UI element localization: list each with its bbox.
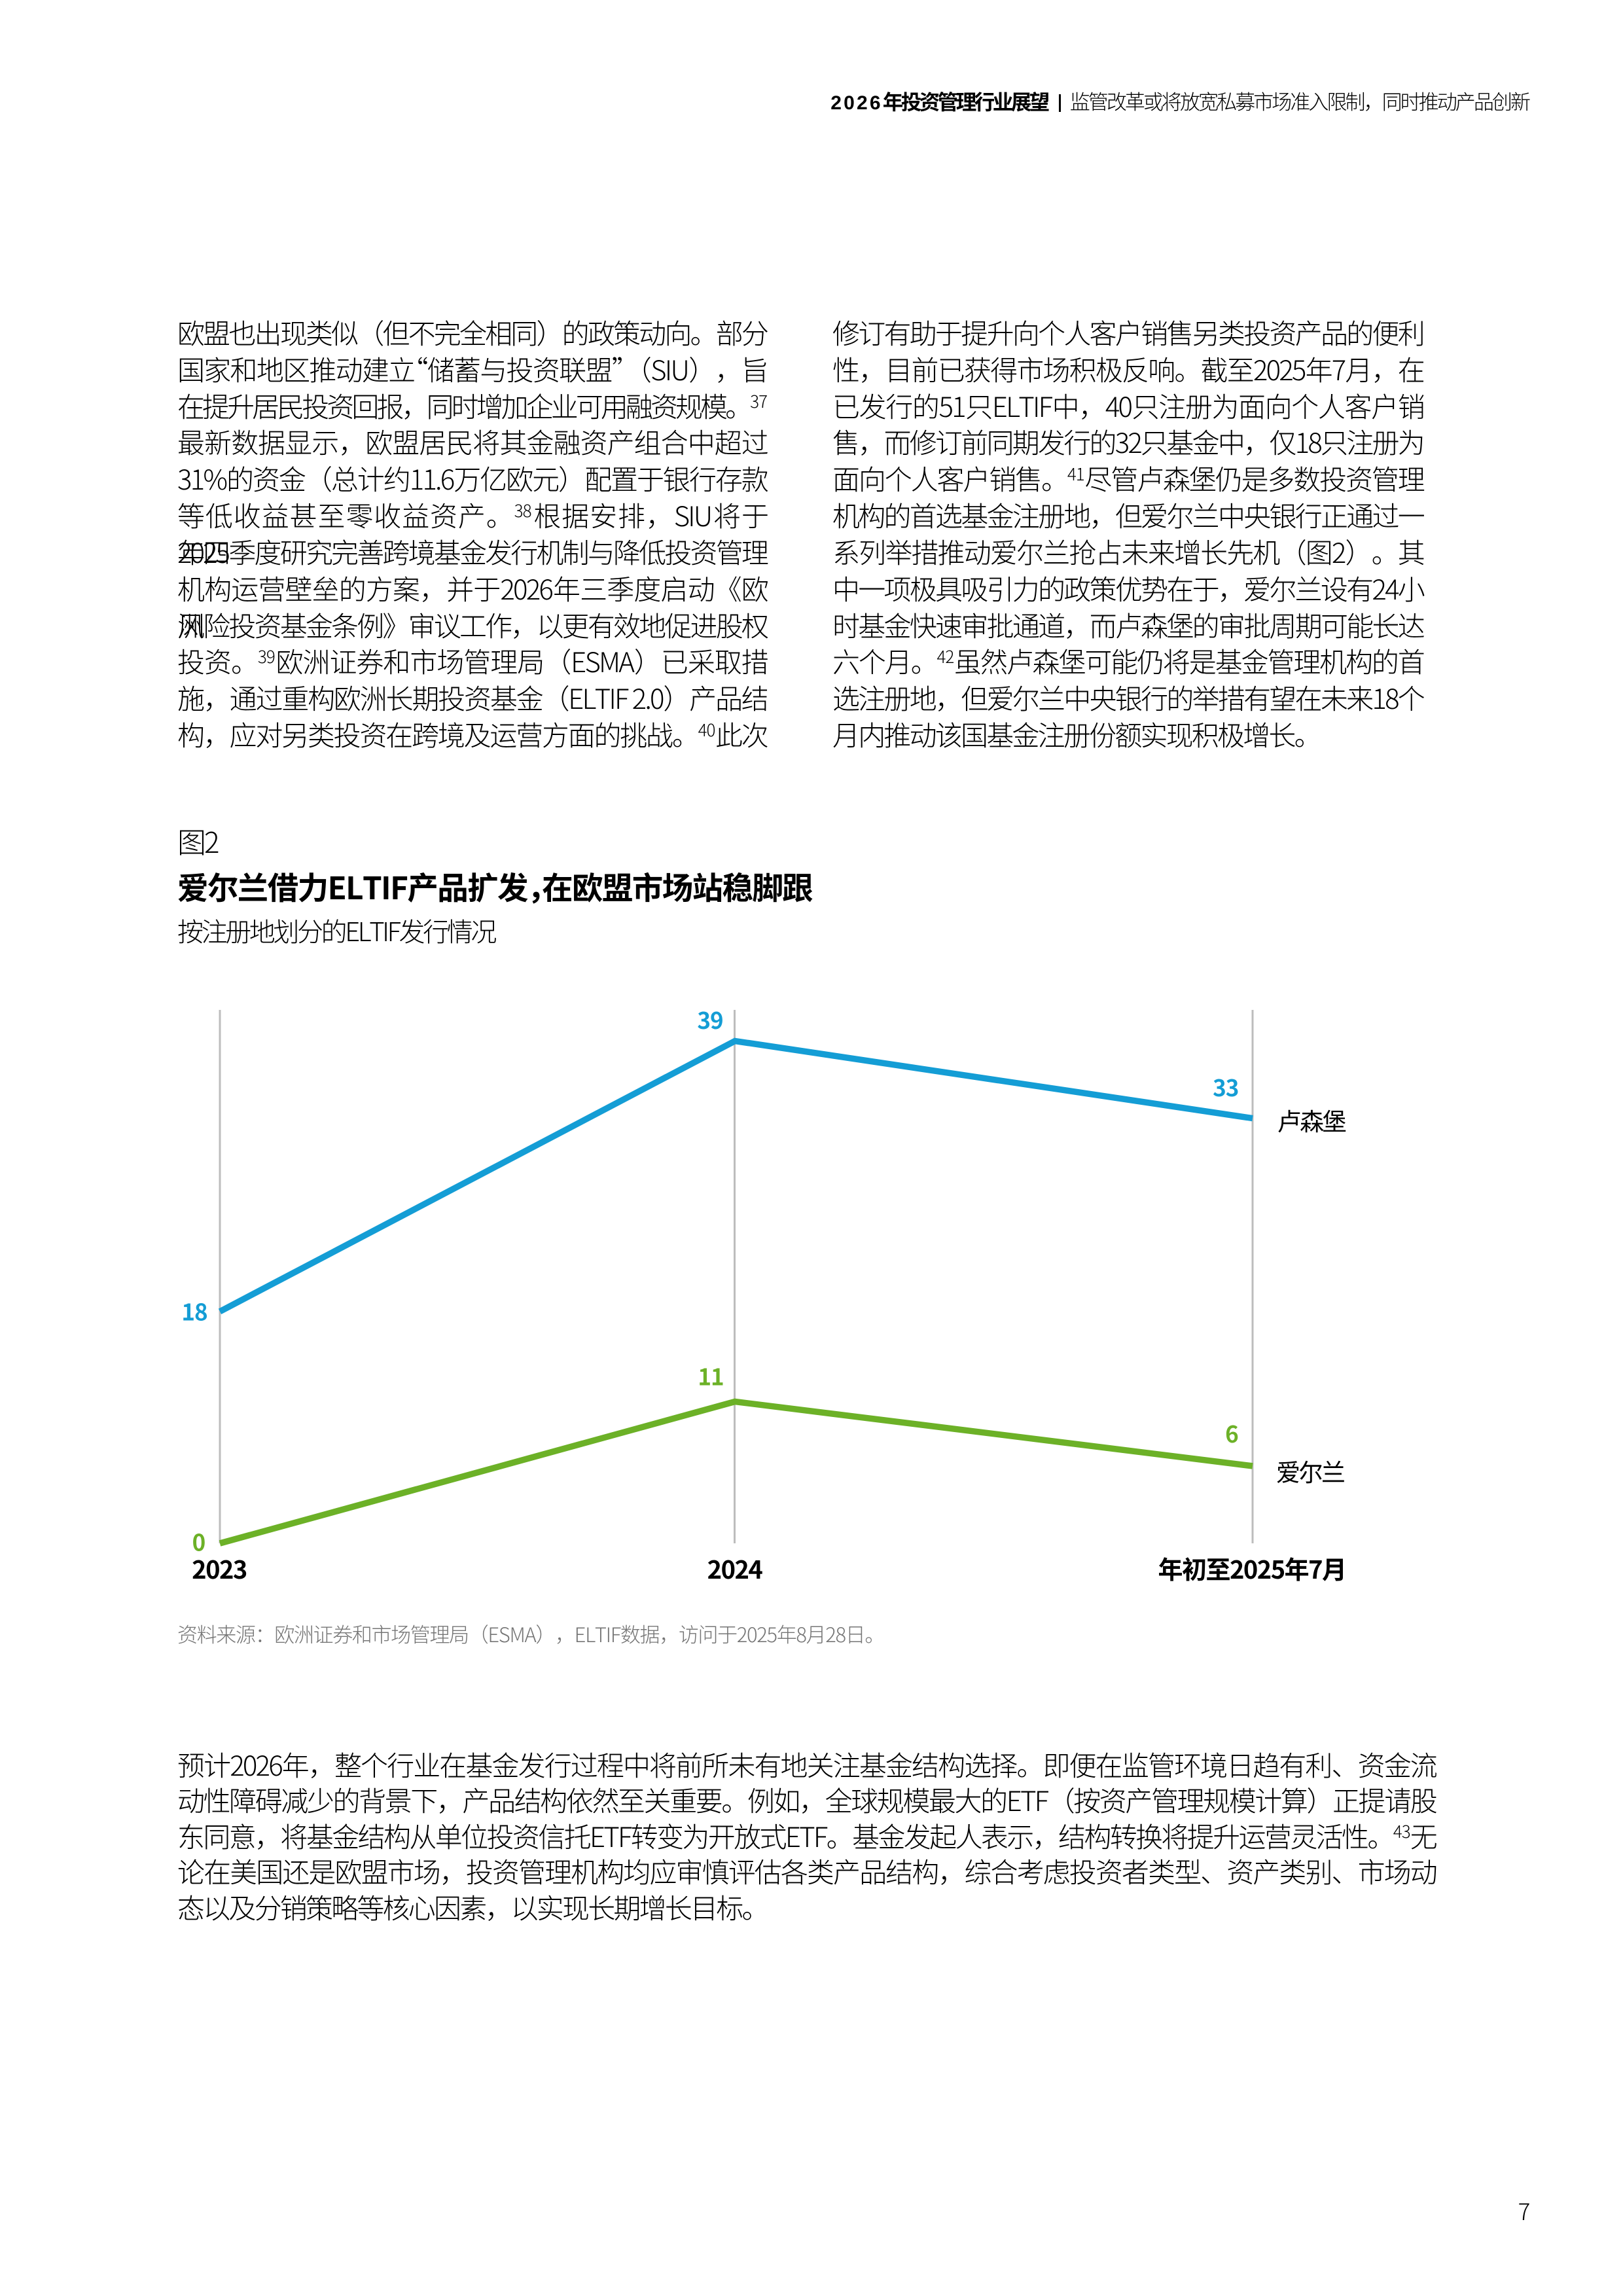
svg-text:2024: 2024 <box>707 1550 763 1586</box>
svg-text:11: 11 <box>698 1359 723 1393</box>
svg-text:年初至2025年7月: 年初至2025年7月 <box>1158 1550 1346 1586</box>
svg-text:0: 0 <box>192 1525 205 1558</box>
svg-text:18: 18 <box>181 1295 207 1328</box>
svg-text:33: 33 <box>1213 1070 1238 1103</box>
svg-text:39: 39 <box>697 1003 722 1036</box>
svg-text:2023: 2023 <box>192 1550 247 1586</box>
svg-text:6: 6 <box>1225 1416 1238 1450</box>
svg-text:爱尔兰: 爱尔兰 <box>1276 1453 1344 1488</box>
svg-text:卢森堡: 卢森堡 <box>1277 1102 1346 1138</box>
